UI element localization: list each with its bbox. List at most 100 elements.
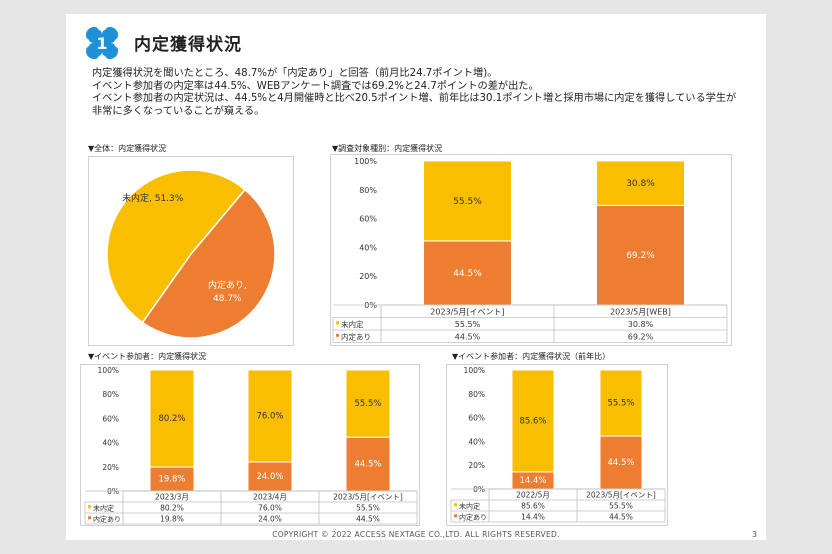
table-cell: 44.5% — [609, 513, 633, 522]
pie-section-title: ▼全体：内定獲得状況 — [88, 144, 167, 153]
badge-number: 1 — [96, 34, 107, 53]
bar-value-label: 30.8% — [626, 179, 655, 189]
yoy-section-title: ▼イベント参加者：内定獲得状況（前年比） — [452, 352, 611, 361]
bar-value-label: 55.5% — [453, 197, 482, 207]
table-row-label: 内定あり — [341, 331, 371, 341]
summary-line: 非常に多くなっていることが窺える。 — [92, 105, 265, 117]
table-cell: 19.8% — [160, 515, 184, 524]
bar-segment-not-offered — [511, 369, 555, 473]
summary-line: 内定獲得状況を聞いたところ、48.7%が「内定あり」と回答（前月比24.7ポイン… — [92, 68, 498, 79]
y-tick-label: 0% — [107, 487, 119, 496]
table-cell: 44.5% — [455, 332, 481, 341]
legend-key — [454, 514, 457, 518]
summary-text: 内定獲得状況を聞いたところ、48.7%が「内定あり」と回答（前月比24.7ポイン… — [92, 68, 737, 118]
type-chart-panel: 0% 20% 40% 60% 80% 100% 44.5% 55.5% 69.2% 30.8% 20… — [330, 154, 732, 346]
bar-value-label: 55.5% — [607, 399, 634, 409]
bar-segment-not-offered — [149, 369, 195, 468]
table-cell: 14.4% — [521, 513, 545, 522]
y-tick-label: 80% — [102, 390, 119, 399]
y-tick-label: 0% — [364, 301, 377, 310]
type-section-title: ▼調査対象種別：内定獲得状況 — [332, 144, 443, 153]
bar-value-label: 80.2% — [158, 414, 185, 424]
category-label: 2023/5月[イベント] — [333, 493, 403, 502]
table-row-label: 未内定 — [93, 504, 114, 513]
page-number: 3 — [752, 530, 758, 539]
y-tick-label: 40% — [102, 439, 119, 448]
bar-value-label: 85.6% — [519, 417, 546, 427]
bar-value-label: 76.0% — [256, 412, 283, 422]
table-row-label: 未内定 — [459, 502, 480, 511]
bar-value-label: 44.5% — [354, 460, 381, 470]
pie-label-not-offered: 未内定, 51.3% — [122, 192, 184, 204]
bar-segment-not-offered — [247, 369, 293, 463]
bar-value-label: 24.0% — [256, 472, 283, 482]
table-cell: 85.6% — [521, 502, 545, 511]
legend-key — [336, 321, 339, 325]
bar-segment-offered — [599, 435, 643, 490]
y-tick-label: 80% — [359, 186, 377, 195]
pie-slice-offered — [141, 188, 276, 339]
category-label: 2023/5月[イベント] — [430, 307, 504, 316]
bar-value-label: 14.4% — [519, 476, 546, 486]
legend-key — [88, 505, 91, 509]
summary-line: イベント参加者の内定状況は、44.5%と4月開催時と比べ20.5ポイント増、前年… — [92, 93, 737, 105]
table-cell: 76.0% — [258, 504, 282, 513]
table-cell: 55.5% — [609, 502, 633, 511]
table-cell: 24.0% — [258, 515, 282, 524]
pie-chart: 未内定, 51.3% 内定あり, 48.7% — [106, 169, 276, 339]
y-tick-label: 0% — [473, 485, 485, 494]
category-label: 2023/5月[イベント] — [586, 491, 656, 500]
legend-key — [336, 333, 339, 337]
category-label: 2023/3月 — [155, 493, 189, 502]
yoy-chart-panel: 0% 20% 40% 60% 80% 100% 14.4% 85.6% 44.5% 55.5% 20… — [446, 364, 668, 526]
category-label: 2023/4月 — [253, 493, 287, 502]
y-tick-label: 60% — [468, 414, 485, 423]
category-label: 2023/5月[WEB] — [610, 307, 671, 316]
page-title: 内定獲得状況 — [134, 35, 242, 55]
y-tick-label: 40% — [359, 243, 377, 252]
y-tick-label: 20% — [102, 463, 119, 472]
table-row-label: 未内定 — [341, 319, 364, 329]
y-tick-label: 80% — [468, 390, 485, 399]
pie-label-offered-value: 48.7% — [213, 294, 242, 304]
category-label: 2022/5月 — [516, 491, 550, 500]
table-cell: 30.8% — [628, 320, 654, 329]
table-row-label: 内定あり — [459, 513, 487, 522]
bar-segment-not-offered — [345, 369, 391, 438]
table-cell: 55.5% — [455, 320, 481, 329]
pie-panel: 未内定, 51.3% 内定あり, 48.7% — [88, 156, 294, 346]
pie-label-offered: 内定あり, — [208, 279, 247, 291]
y-tick-label: 20% — [468, 461, 485, 470]
event-section-title: ▼イベント参加者：内定獲得状況 — [88, 352, 207, 361]
bar-segment-offered — [423, 240, 512, 306]
legend-key — [454, 503, 457, 507]
table-cell: 80.2% — [160, 504, 184, 513]
yoy-bar-chart: 0% 20% 40% 60% 80% 100% 14.4% 85.6% 44.5% 55.5% 20… — [450, 366, 666, 523]
y-tick-label: 100% — [354, 157, 377, 166]
bar-segment-not-offered — [423, 160, 512, 242]
legend-key — [88, 516, 91, 520]
bar-value-label: 69.2% — [626, 251, 655, 261]
table-cell: 44.5% — [356, 515, 380, 524]
y-tick-label: 60% — [359, 215, 377, 224]
table-cell: 55.5% — [356, 504, 380, 513]
bar-segment-not-offered — [599, 369, 643, 437]
table-cell: 69.2% — [628, 332, 654, 341]
section-badge-icon: 1 — [85, 26, 119, 60]
event-bar-chart: 0% 20% 40% 60% 80% 100% 19.8% 80.2% 24.0% 76.0% 44… — [84, 366, 418, 525]
y-tick-label: 60% — [102, 414, 119, 423]
bar-segment-not-offered — [596, 160, 685, 206]
table-row-label: 内定あり — [93, 515, 121, 524]
summary-line: イベント参加者の内定率は44.5%、WEBアンケート調査では69.2%と24.7… — [92, 80, 539, 92]
pie-slice-not-offered — [106, 169, 247, 324]
bar-value-label: 44.5% — [453, 269, 482, 279]
bar-value-label: 44.5% — [607, 458, 634, 468]
type-bar-chart: 0% 20% 40% 60% 80% 100% 44.5% 55.5% 69.2% 30.8% 20… — [332, 157, 728, 343]
bar-value-label: 19.8% — [158, 475, 185, 485]
y-tick-label: 100% — [98, 366, 119, 375]
y-tick-label: 40% — [468, 437, 485, 446]
copyright: COPYRIGHT © 2022 ACCESS NEXTAGE CO.,LTD.… — [272, 530, 560, 539]
y-tick-label: 20% — [359, 272, 377, 281]
y-tick-label: 100% — [464, 366, 485, 375]
bar-value-label: 55.5% — [354, 399, 381, 409]
